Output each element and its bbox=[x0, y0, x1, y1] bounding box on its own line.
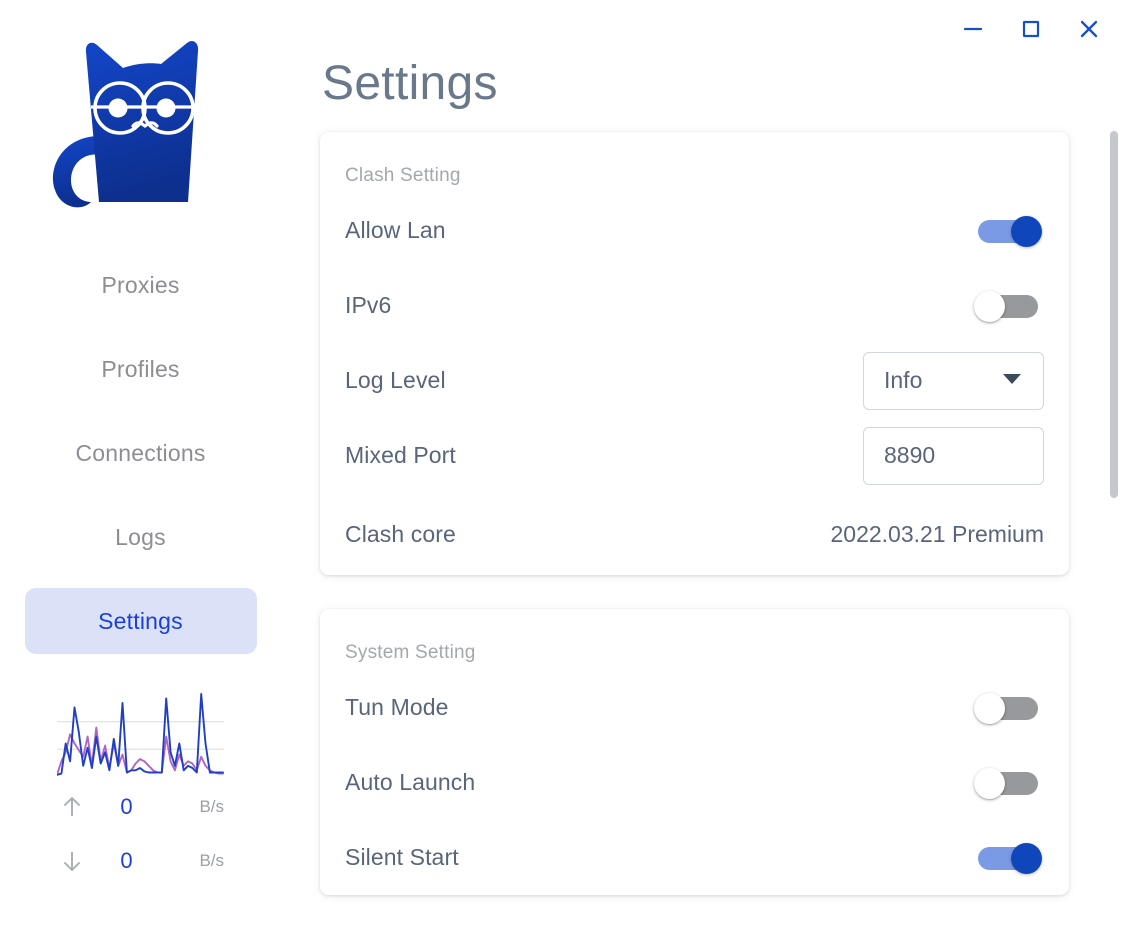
switch-knob bbox=[1011, 842, 1042, 874]
arrow-up-icon bbox=[57, 794, 87, 820]
tun-mode-toggle[interactable] bbox=[972, 688, 1044, 728]
setting-label: Auto Launch bbox=[345, 769, 476, 795]
settings-scroll-area[interactable]: Clash Setting Allow Lan IPv6 bbox=[281, 132, 1124, 937]
silent-start-toggle[interactable] bbox=[972, 838, 1044, 878]
minimize-button[interactable] bbox=[952, 9, 994, 49]
download-stat-row: 0 B/s bbox=[57, 834, 224, 888]
sidebar-item-label: Proxies bbox=[101, 271, 180, 298]
setting-row-mixed-port: Mixed Port bbox=[345, 418, 1044, 493]
cat-logo-icon bbox=[41, 16, 241, 233]
upload-stat-row: 0 B/s bbox=[57, 780, 224, 834]
auto-launch-toggle[interactable] bbox=[972, 763, 1044, 803]
switch-knob bbox=[974, 290, 1005, 322]
setting-row-auto-launch: Auto Launch bbox=[345, 745, 1044, 820]
sidebar-item-profiles[interactable]: Profiles bbox=[25, 336, 257, 402]
sidebar-item-logs[interactable]: Logs bbox=[25, 504, 257, 570]
upload-speed-value: 0 bbox=[120, 794, 133, 819]
close-button[interactable] bbox=[1068, 9, 1110, 49]
download-speed-unit: B/s bbox=[199, 851, 224, 870]
close-icon bbox=[1075, 15, 1103, 43]
log-level-select[interactable]: Info bbox=[863, 351, 1044, 410]
setting-row-clash-core: Clash core 2022.03.21 Premium bbox=[345, 493, 1044, 575]
upload-speed-unit: B/s bbox=[199, 797, 224, 816]
app-logo bbox=[41, 18, 241, 230]
setting-label: Mixed Port bbox=[345, 442, 456, 468]
setting-label: IPv6 bbox=[345, 292, 392, 318]
switch-knob bbox=[974, 692, 1005, 724]
title-bar bbox=[0, 0, 1124, 58]
sidebar-item-label: Settings bbox=[98, 607, 183, 634]
clash-core-version: 2022.03.21 Premium bbox=[830, 520, 1044, 547]
traffic-chart bbox=[57, 690, 224, 780]
sidebar-item-connections[interactable]: Connections bbox=[25, 420, 257, 486]
maximize-icon bbox=[1018, 16, 1044, 42]
system-setting-card: System Setting Tun Mode Auto Launch bbox=[320, 609, 1069, 895]
download-speed-value: 0 bbox=[120, 848, 133, 873]
allow-lan-toggle[interactable] bbox=[972, 211, 1044, 251]
switch-knob bbox=[974, 767, 1005, 799]
scrollbar[interactable] bbox=[1107, 0, 1121, 937]
setting-row-allow-lan: Allow Lan bbox=[345, 193, 1044, 268]
maximize-button[interactable] bbox=[1010, 9, 1052, 49]
sidebar-item-label: Logs bbox=[115, 523, 166, 550]
traffic-panel: 0 B/s 0 B/s bbox=[25, 690, 257, 888]
sidebar-item-settings[interactable]: Settings bbox=[24, 588, 257, 654]
card-title: System Setting bbox=[345, 642, 476, 663]
setting-row-ipv6: IPv6 bbox=[345, 268, 1044, 343]
setting-row-tun-mode: Tun Mode bbox=[345, 670, 1044, 745]
card-title: Clash Setting bbox=[345, 165, 461, 186]
sidebar-item-proxies[interactable]: Proxies bbox=[25, 252, 257, 318]
clash-setting-card: Clash Setting Allow Lan IPv6 bbox=[320, 132, 1069, 575]
sidebar: Proxies Profiles Connections Logs Settin… bbox=[0, 0, 281, 937]
setting-label: Log Level bbox=[345, 367, 446, 393]
setting-label: Tun Mode bbox=[345, 694, 449, 720]
setting-label: Silent Start bbox=[345, 844, 459, 870]
sidebar-item-label: Connections bbox=[75, 439, 206, 466]
ipv6-toggle[interactable] bbox=[972, 286, 1044, 326]
main-content: Settings Clash Setting Allow Lan IPv6 bbox=[281, 0, 1124, 937]
chevron-down-icon bbox=[1003, 372, 1021, 390]
setting-label: Clash core bbox=[345, 520, 456, 547]
setting-row-log-level: Log Level Info bbox=[345, 343, 1044, 418]
sidebar-item-label: Profiles bbox=[101, 355, 180, 382]
setting-row-silent-start: Silent Start bbox=[345, 820, 1044, 895]
minimize-icon bbox=[960, 16, 986, 42]
log-level-value: Info bbox=[884, 367, 923, 393]
scrollbar-thumb[interactable] bbox=[1110, 131, 1118, 498]
arrow-down-icon bbox=[57, 848, 87, 874]
page-title: Settings bbox=[322, 57, 498, 110]
window-controls bbox=[952, 9, 1110, 49]
setting-label: Allow Lan bbox=[345, 217, 446, 243]
sidebar-nav: Proxies Profiles Connections Logs Settin… bbox=[0, 252, 281, 672]
switch-knob bbox=[1011, 215, 1042, 247]
mixed-port-input[interactable] bbox=[863, 426, 1044, 485]
